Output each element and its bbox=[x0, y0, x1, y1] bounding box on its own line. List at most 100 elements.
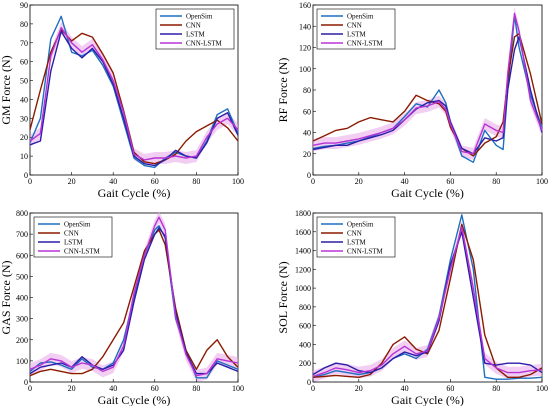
gas-x-axis-label: Gait Cycle (%) bbox=[98, 393, 171, 406]
sol-y-tick-label: 1000 bbox=[295, 284, 311, 293]
gm-x-tick-label: 0 bbox=[28, 177, 32, 186]
gas-y-tick-label: 100 bbox=[16, 357, 28, 366]
sol-y-tick-label: 200 bbox=[299, 359, 311, 368]
gas-y-axis-label: GAS Force (N) bbox=[0, 261, 13, 335]
sol-x-tick-label: 100 bbox=[536, 384, 548, 393]
gas-chart: 0 20 40 60 80 100 0 100 200 300 400 500 600 700 800 Gai… bbox=[0, 209, 244, 406]
rf-y-tick-label: 0 bbox=[307, 171, 311, 180]
gas-x-tick-label: 0 bbox=[28, 384, 32, 393]
rf-x-tick-label: 100 bbox=[536, 177, 548, 186]
gas-legend-entry: OpenSim bbox=[64, 221, 91, 229]
rf-series-cnn-lstm-line bbox=[312, 12, 543, 155]
gm-x-tick-label: 40 bbox=[109, 177, 117, 186]
rf-y-axis-label: RF Force (N) bbox=[276, 58, 290, 123]
rf-y-tick-label: 20 bbox=[303, 150, 311, 159]
gm-legend-entry: CNN-LSTM bbox=[186, 40, 223, 48]
gm-y-tick-label: 70 bbox=[20, 39, 28, 48]
sol-x-tick-label: 0 bbox=[311, 384, 315, 393]
rf-y-tick-label: 40 bbox=[303, 129, 311, 138]
gm-series-lstm-line bbox=[29, 30, 239, 167]
rf-legend-entry: OpenSim bbox=[347, 13, 374, 21]
rf-x-tick-label: 20 bbox=[355, 177, 363, 186]
sol-x-tick-label: 80 bbox=[492, 384, 500, 393]
sol-y-tick-label: 1400 bbox=[295, 247, 311, 256]
gm-series-opensim-line bbox=[29, 15, 239, 169]
rf-y-tick-label: 80 bbox=[303, 86, 311, 95]
gas-legend-entry: CNN bbox=[64, 230, 79, 238]
gm-y-tick-label: 10 bbox=[20, 152, 28, 161]
rf-x-tick-label: 60 bbox=[446, 177, 454, 186]
sol-chart: 0 20 40 60 80 1000200400600800100012001400160… bbox=[276, 209, 548, 406]
gm-series-cnn-lstm-line bbox=[29, 27, 239, 161]
gm-y-tick-label: 30 bbox=[20, 114, 28, 123]
rf-legend-entry: CNN-LSTM bbox=[347, 40, 384, 48]
sol-y-tick-label: 600 bbox=[299, 322, 311, 331]
gas-y-tick-label: 600 bbox=[16, 251, 28, 260]
sol-x-tick-label: 20 bbox=[355, 384, 363, 393]
gm-y-axis-label: GM Force (N) bbox=[0, 55, 13, 124]
sol-series-lstm-line bbox=[312, 231, 543, 376]
sol-y-tick-label: 1800 bbox=[295, 209, 311, 218]
sol-series-cnn-lstm-line bbox=[312, 226, 543, 378]
rf-confidence-band bbox=[313, 7, 542, 160]
gas-y-tick-label: 500 bbox=[16, 272, 28, 281]
rf-legend-entry: LSTM bbox=[347, 31, 366, 39]
gm-x-tick-label: 60 bbox=[151, 177, 159, 186]
gas-x-tick-label: 20 bbox=[68, 384, 76, 393]
rf-x-tick-label: 0 bbox=[311, 177, 315, 186]
sol-y-tick-label: 400 bbox=[299, 340, 311, 349]
rf-y-tick-label: 60 bbox=[303, 107, 311, 116]
rf-x-tick-label: 80 bbox=[492, 177, 500, 186]
gm-x-tick-label: 100 bbox=[232, 177, 244, 186]
rf-y-tick-label: 100 bbox=[299, 65, 311, 74]
gas-series-lstm-line bbox=[29, 227, 239, 375]
gas-y-tick-label: 0 bbox=[24, 378, 28, 387]
gm-y-tick-label: 20 bbox=[20, 133, 28, 142]
gas-x-tick-label: 40 bbox=[109, 384, 117, 393]
gas-x-tick-label: 100 bbox=[232, 384, 244, 393]
rf-y-tick-label: 120 bbox=[299, 44, 311, 53]
gm-y-tick-label: 90 bbox=[20, 1, 28, 10]
gm-x-tick-label: 80 bbox=[192, 177, 200, 186]
gas-x-tick-label: 60 bbox=[151, 384, 159, 393]
sol-y-tick-label: 0 bbox=[307, 378, 311, 387]
gas-y-tick-label: 800 bbox=[16, 209, 28, 218]
sol-legend-entry: CNN-LSTM bbox=[347, 248, 384, 256]
gm-legend-entry: CNN bbox=[186, 22, 201, 30]
sol-series-cnn-line bbox=[312, 223, 543, 379]
sol-legend-entry: LSTM bbox=[347, 239, 366, 247]
sol-x-tick-label: 40 bbox=[401, 384, 409, 393]
gm-y-tick-label: 80 bbox=[20, 20, 28, 29]
sol-y-tick-label: 1200 bbox=[295, 265, 311, 274]
sol-legend-entry: OpenSim bbox=[347, 221, 374, 229]
gm-legend-entry: OpenSim bbox=[186, 13, 213, 21]
sol-legend-entry: CNN bbox=[347, 230, 362, 238]
sol-y-tick-label: 1600 bbox=[295, 228, 311, 237]
rf-chart: 0 20 40 60 80 100 0 20 40 60 80 100 120 140 160 Gait Cy… bbox=[276, 1, 548, 200]
gm-x-tick-label: 20 bbox=[68, 177, 76, 186]
gas-y-tick-label: 200 bbox=[16, 336, 28, 345]
sol-y-tick-label: 800 bbox=[299, 303, 311, 312]
sol-x-tick-label: 60 bbox=[446, 384, 454, 393]
gm-y-tick-label: 50 bbox=[20, 77, 28, 86]
gm-y-tick-label: 0 bbox=[24, 171, 28, 180]
sol-x-axis-label: Gait Cycle (%) bbox=[391, 393, 464, 406]
rf-series-lstm-line bbox=[312, 36, 543, 155]
gm-y-tick-label: 40 bbox=[20, 95, 28, 104]
rf-y-tick-label: 160 bbox=[299, 1, 311, 10]
gas-series-cnn-line bbox=[29, 229, 239, 377]
rf-x-axis-label: Gait Cycle (%) bbox=[391, 186, 464, 200]
gm-x-axis-label: Gait Cycle (%) bbox=[98, 186, 171, 200]
gas-y-tick-label: 300 bbox=[16, 315, 28, 324]
gas-legend-entry: LSTM bbox=[64, 239, 83, 247]
gas-y-tick-label: 700 bbox=[16, 230, 28, 239]
gm-y-tick-label: 60 bbox=[20, 58, 28, 67]
gm-chart: 0 20 40 60 80 100 0 10 20 30 40 50 60 70 80 90 Gait Cycl… bbox=[0, 1, 244, 200]
rf-x-tick-label: 40 bbox=[401, 177, 409, 186]
rf-y-tick-label: 140 bbox=[299, 22, 311, 31]
